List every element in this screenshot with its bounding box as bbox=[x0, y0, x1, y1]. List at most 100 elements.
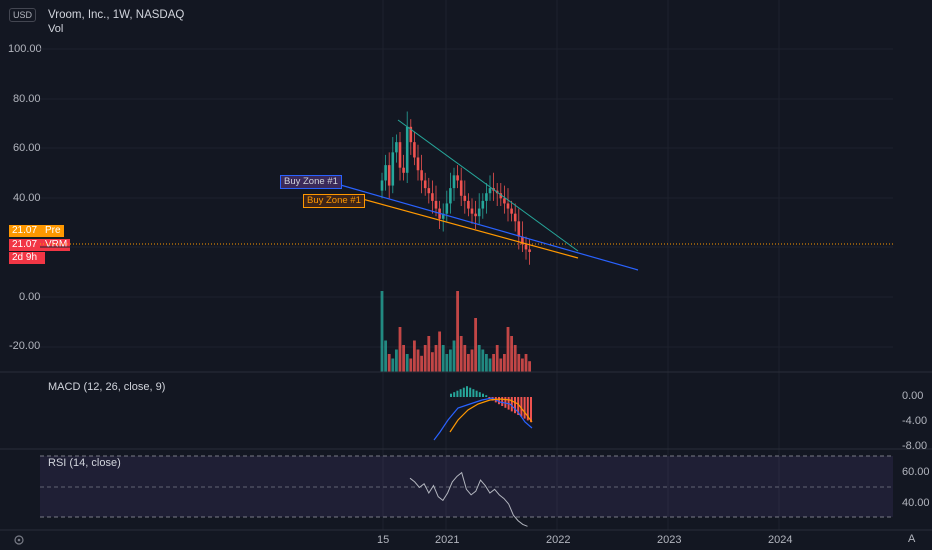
macd-histogram-bar bbox=[514, 397, 516, 414]
candle-body bbox=[402, 167, 405, 173]
candle-body bbox=[413, 142, 416, 158]
volume-bar bbox=[517, 354, 521, 372]
candle-body bbox=[503, 198, 506, 204]
macd-tick: -4.00 bbox=[902, 415, 928, 427]
price-tick: -20.00 bbox=[9, 340, 41, 352]
macd-histogram-bar bbox=[523, 397, 526, 419]
volume-bar bbox=[485, 354, 488, 372]
pre-label: Pre bbox=[45, 225, 61, 236]
candle-body bbox=[456, 175, 459, 181]
candle-body bbox=[416, 157, 420, 171]
time-tick: 2021 bbox=[435, 534, 460, 546]
support-trendline[interactable] bbox=[329, 181, 639, 271]
resistance-trendline[interactable] bbox=[397, 119, 579, 252]
rsi-band bbox=[40, 456, 893, 517]
volume-bars bbox=[380, 291, 531, 372]
candle-body bbox=[513, 213, 517, 222]
time-tick: 2022 bbox=[546, 534, 571, 546]
macd-histogram-bar bbox=[466, 386, 468, 397]
macd-histogram-bar bbox=[530, 397, 532, 423]
volume-bar bbox=[427, 336, 431, 372]
last-price-value: 21.07 bbox=[12, 239, 38, 250]
candle-body bbox=[445, 203, 449, 214]
volume-bar bbox=[470, 349, 474, 372]
candle-body bbox=[398, 142, 402, 168]
volume-bar bbox=[441, 345, 445, 372]
macd-histogram-bar bbox=[510, 397, 513, 412]
candle-body bbox=[409, 126, 413, 143]
volume-bar bbox=[503, 354, 506, 372]
rsi-tick: 40.00 bbox=[902, 497, 930, 509]
pre-label-tag: Pre bbox=[42, 225, 64, 237]
volume-bar bbox=[420, 355, 423, 372]
volume-bar bbox=[495, 345, 499, 372]
macd-signal-line bbox=[449, 398, 533, 433]
volume-bar bbox=[380, 291, 384, 372]
macd-histogram-bar bbox=[482, 393, 484, 397]
auto-scale-button[interactable]: A bbox=[908, 533, 916, 545]
volume-bar bbox=[398, 327, 402, 372]
volume-bar bbox=[528, 361, 531, 372]
buy-zone-text: Buy Zone #1 bbox=[307, 195, 361, 206]
volume-bar bbox=[488, 358, 492, 372]
volume-bar bbox=[467, 354, 470, 372]
last-price-tag: 21.07 bbox=[9, 239, 45, 251]
volume-bar bbox=[452, 340, 456, 372]
macd-title: MACD (12, 26, close, 9) bbox=[48, 381, 166, 393]
candle-body bbox=[528, 249, 531, 252]
rsi-tick: 60.00 bbox=[902, 466, 930, 478]
time-tick: 15 bbox=[377, 534, 390, 546]
price-tick: 80.00 bbox=[13, 93, 41, 105]
candle-body bbox=[427, 188, 431, 194]
candle-body bbox=[459, 180, 463, 196]
volume-bar bbox=[521, 358, 524, 372]
symbol-title: Vroom, Inc., 1W, NASDAQ bbox=[48, 9, 185, 21]
macd-histogram-bar bbox=[498, 397, 500, 405]
volume-bar bbox=[413, 340, 416, 372]
candle-body bbox=[477, 208, 481, 217]
buy-zone-label-blue[interactable]: Buy Zone #1 bbox=[280, 175, 342, 189]
candle-body bbox=[449, 188, 452, 204]
volume-bar bbox=[434, 345, 438, 372]
candle-body bbox=[434, 200, 438, 209]
rsi-line bbox=[409, 471, 528, 527]
macd-histogram-bar bbox=[469, 387, 472, 397]
symbol-tag: VRM bbox=[42, 239, 71, 251]
rsi-title: RSI (14, close) bbox=[48, 457, 121, 469]
volume-bar bbox=[481, 349, 485, 372]
volume-bar bbox=[395, 349, 398, 372]
macd-histogram-bar bbox=[485, 395, 488, 397]
macd-plot bbox=[433, 386, 533, 441]
volume-bar bbox=[477, 345, 481, 372]
macd-histogram-bar bbox=[472, 389, 475, 397]
volume-bar bbox=[445, 354, 449, 372]
settings-icon[interactable] bbox=[13, 534, 25, 546]
volume-bar bbox=[524, 354, 528, 372]
volume-bar bbox=[402, 345, 405, 372]
volume-bar bbox=[513, 345, 517, 372]
buy-zone-trendline[interactable] bbox=[354, 196, 579, 259]
volume-bar bbox=[391, 358, 395, 372]
macd-histogram-bar bbox=[462, 387, 465, 397]
macd-histogram-bar bbox=[475, 390, 478, 397]
pre-price-value: 21.07 bbox=[12, 225, 38, 236]
volume-bar bbox=[384, 340, 387, 372]
volume-bar bbox=[459, 336, 463, 372]
candle-body bbox=[463, 195, 467, 201]
macd-line bbox=[433, 397, 533, 441]
volume-bar bbox=[510, 336, 513, 372]
buy-zone-label-orange[interactable]: Buy Zone #1 bbox=[303, 194, 365, 208]
candle-body bbox=[510, 208, 513, 214]
candle-body bbox=[384, 165, 387, 181]
candle-body bbox=[380, 180, 384, 191]
candle-body bbox=[499, 193, 503, 199]
candle-body bbox=[441, 213, 445, 219]
currency-button[interactable]: USD bbox=[9, 8, 37, 22]
candle-body bbox=[521, 236, 524, 245]
macd-histogram-bar bbox=[517, 397, 520, 415]
candle-body bbox=[470, 208, 474, 214]
grid bbox=[40, 0, 893, 530]
time-tick: 2024 bbox=[768, 534, 793, 546]
countdown-tag: 2d 9h bbox=[9, 252, 45, 264]
